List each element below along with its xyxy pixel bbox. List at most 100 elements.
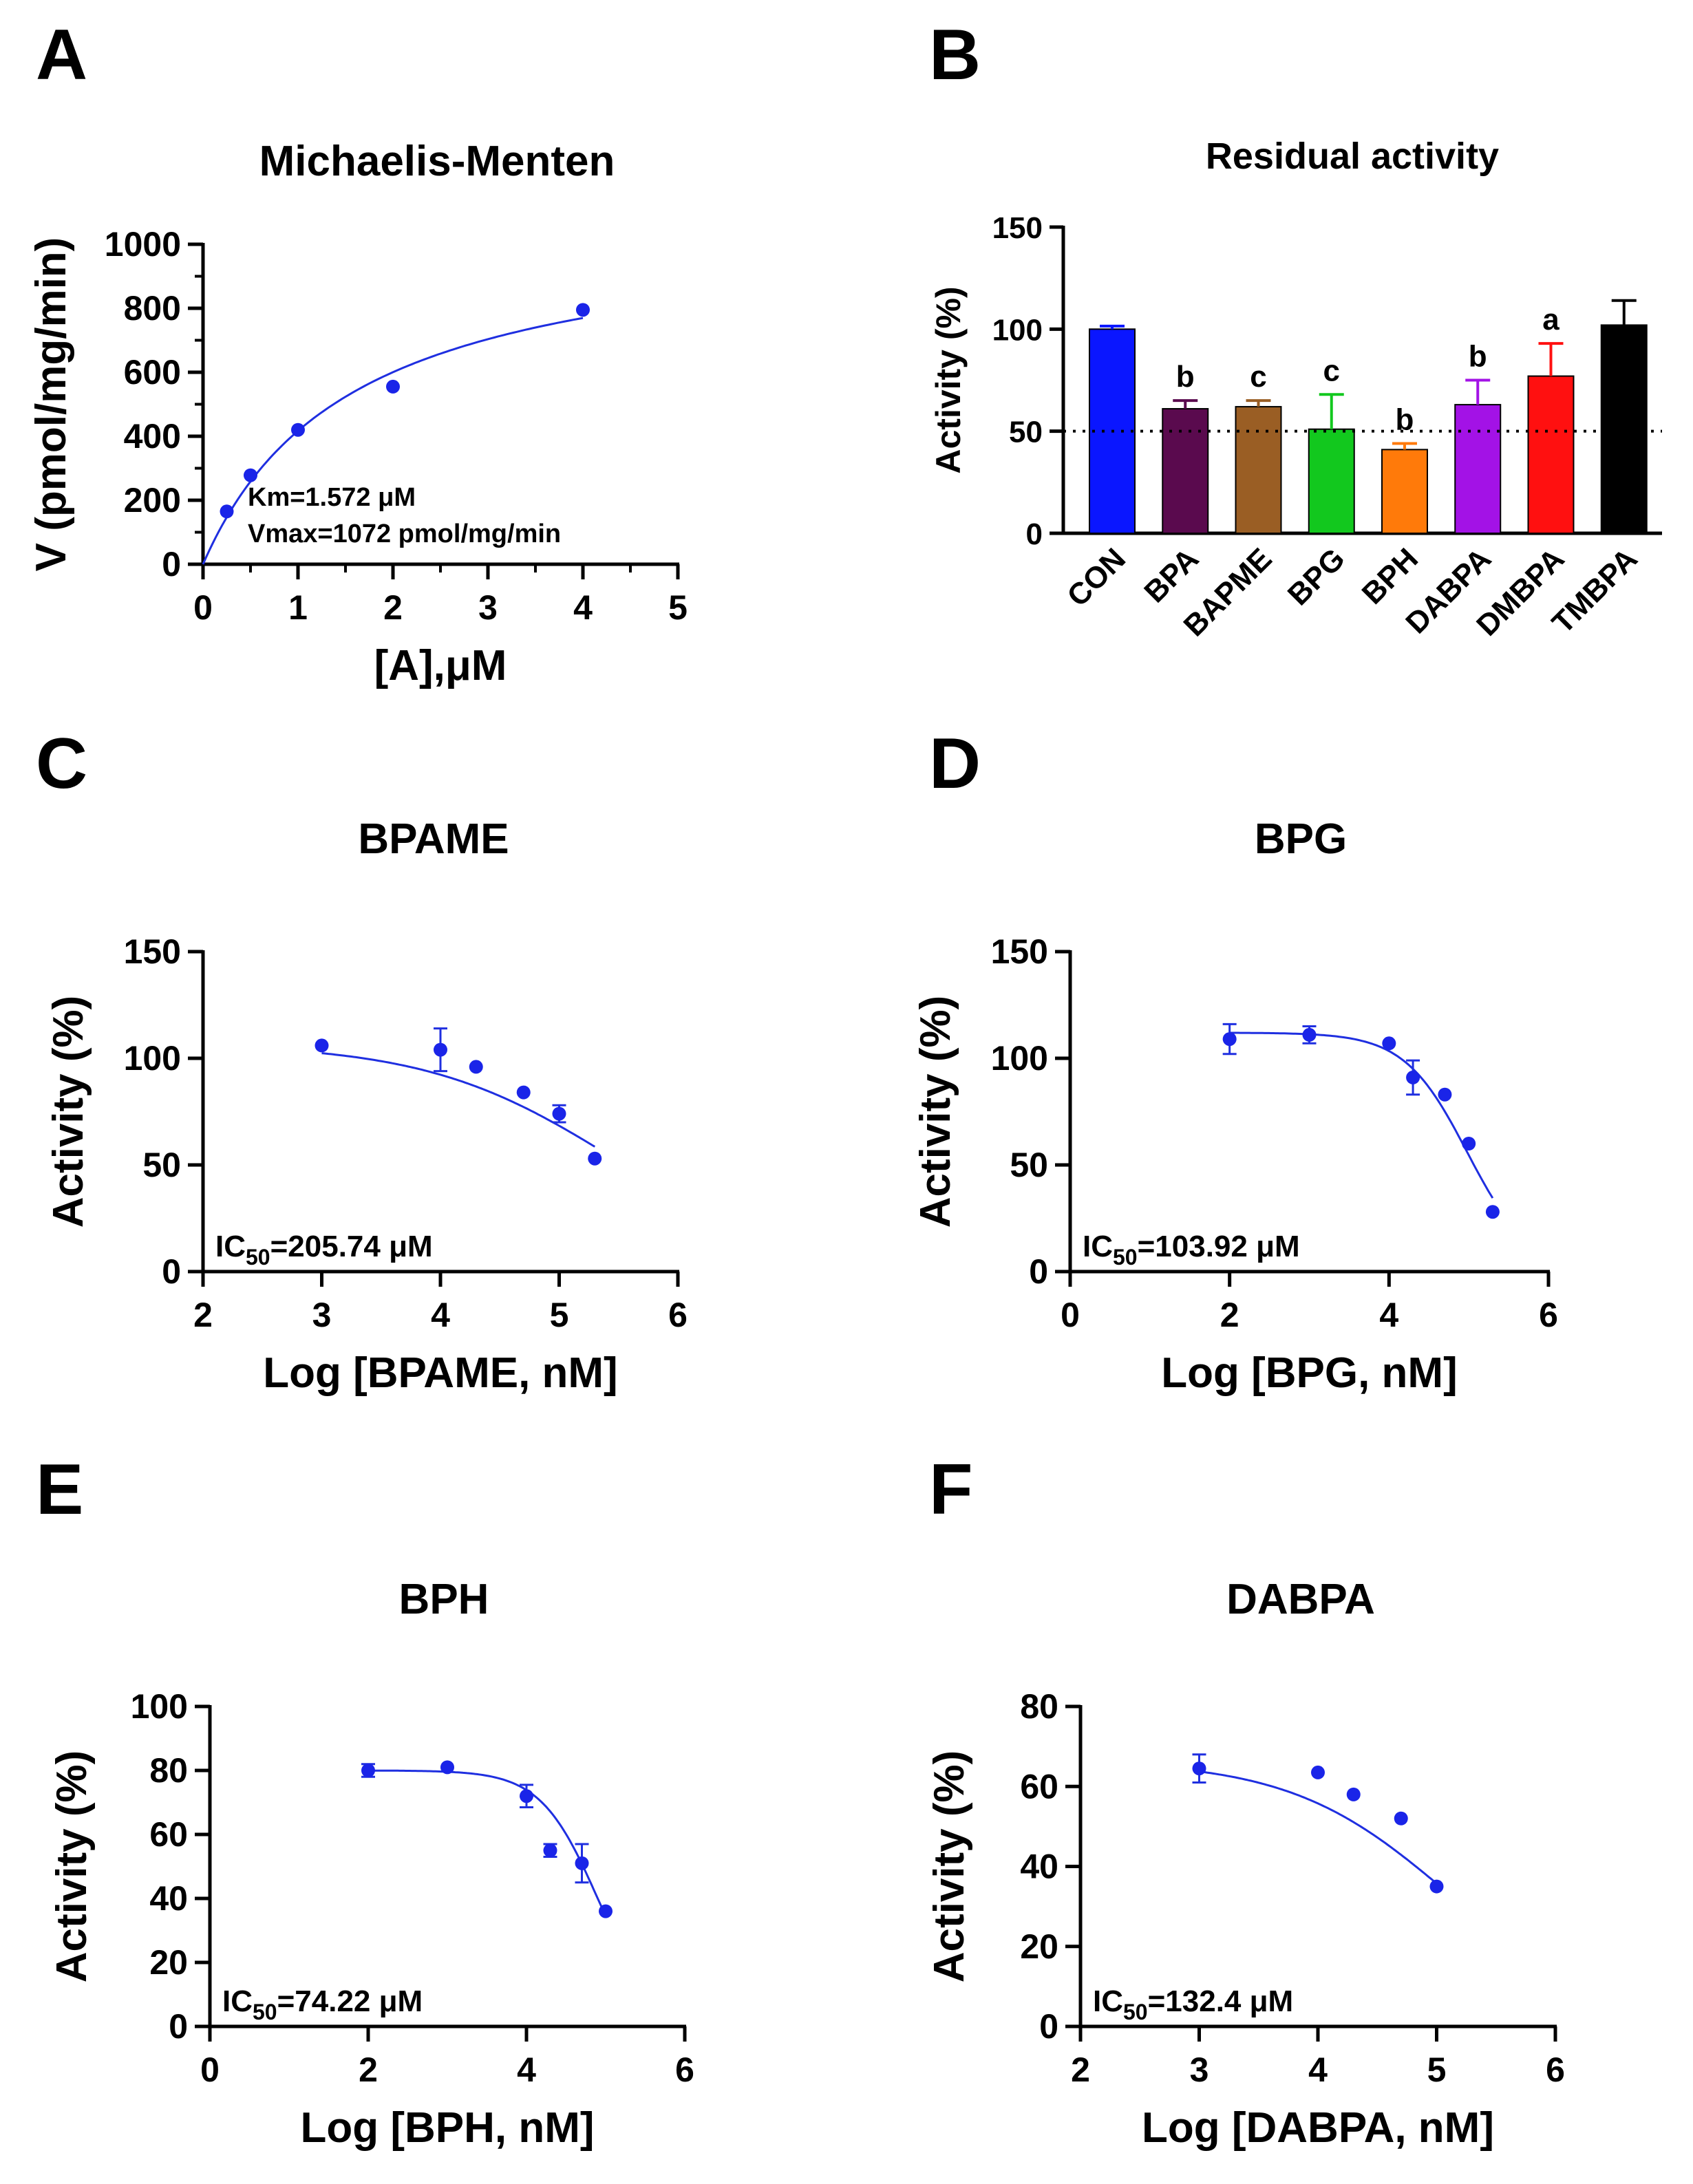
y-tick-label: 40 [1020,1848,1058,1886]
y-axis-label: Activity (%) [929,286,968,473]
x-tick-label: 6 [1546,2051,1565,2089]
x-tick-label: CON [1061,542,1132,613]
data-point [575,1856,589,1870]
y-axis-label: Activity (%) [912,996,959,1228]
y-tick-label: 50 [142,1146,181,1184]
x-tick-label: 3 [1190,2051,1209,2089]
y-tick-label: 150 [992,211,1043,245]
x-tick-label: 2 [1071,2051,1090,2089]
data-point [469,1060,483,1074]
x-tick-label: BPA [1138,542,1205,609]
panel-letter: A [36,15,87,95]
y-tick-label: 20 [149,1943,188,1982]
ic50-subscript: 50 [1113,1245,1138,1270]
x-tick-label: 0 [193,588,213,627]
x-tick-label: 2 [1220,1296,1239,1334]
panel-d: D BPG 0 50 100 150 0 2 4 6 Activity (%) Log [BPG, n… [912,724,1558,1397]
panel-letter: D [929,724,981,804]
fit-curve [1229,1031,1494,1199]
x-tick-label: 0 [200,2051,220,2089]
y-tick-label: 200 [124,481,181,520]
data-point [1222,1032,1237,1047]
ic50-annotation: IC50=132.4 μM [1093,1984,1293,2024]
y-tick-label: 600 [124,353,181,392]
fit-curve [321,1052,596,1148]
x-tick-label: 4 [431,1296,450,1334]
data-point [543,1843,557,1858]
ic50-value: =205.74 μM [270,1230,433,1263]
y-axis-label: Activity (%) [45,996,92,1228]
y-tick-label: 400 [124,417,181,456]
y-tick-label: 800 [124,289,181,328]
panel-letter: C [36,724,87,804]
chart-title: Residual activity [1206,136,1499,177]
chart-title: BPH [399,1576,489,1623]
panel-letter: B [929,15,981,95]
panel-f: F DABPA 0 20 40 60 80 2 3 4 5 6 Activity (%) Log [DAB… [926,1450,1565,2152]
data-point [520,1789,533,1803]
y-axis-label: Activity (%) [926,1751,973,1983]
y-tick-label: 40 [149,1879,188,1918]
x-tick-label: 5 [550,1296,569,1334]
x-tick-label: 6 [668,1296,688,1334]
significance-letter: b [1469,340,1487,374]
y-tick-label: 100 [991,1039,1048,1078]
significance-letter: a [1542,303,1559,336]
ic50-prefix: IC [215,1230,246,1263]
y-tick-label: 0 [162,1252,181,1291]
ic50-subscript: 50 [1123,2000,1148,2024]
y-tick-label: 0 [1026,517,1043,551]
y-tick-label: 80 [1020,1687,1058,1726]
bar-tmbpa [1600,324,1648,534]
chart-title: BPAME [358,815,509,863]
chart-title: DABPA [1226,1576,1375,1623]
bar-bph [1381,449,1428,534]
x-tick-label: 1 [288,588,308,627]
x-axis-label: [A],μM [374,642,507,689]
panel-letter: F [929,1450,973,1530]
data-point [386,379,400,394]
x-tick-label: 6 [1539,1296,1558,1334]
y-tick-label: 50 [1009,416,1043,449]
x-tick-label: 3 [478,588,498,627]
significance-letter: b [1176,360,1195,394]
panel-e: E BPH 0 20 40 60 80 100 0 2 4 6 Activity (%) Log [BPH… [36,1450,694,2152]
x-axis-label: Log [DABPA, nM] [1142,2104,1494,2152]
x-tick-label: 4 [517,2051,536,2089]
bar-bpa [1162,408,1209,534]
ic50-value: =132.4 μM [1148,1984,1294,2018]
bar-dmbpa [1527,375,1575,534]
vmax-annotation: Vmax=1072 pmol/mg/min [248,520,561,548]
data-point [599,1904,613,1918]
bar-bapme [1235,406,1282,534]
y-tick-label: 20 [1020,1927,1058,1966]
y-tick-label: 60 [1020,1767,1058,1806]
x-tick-label: 6 [675,2051,694,2089]
data-point [552,1106,566,1121]
data-point [1462,1137,1476,1150]
y-tick-label: 100 [124,1039,181,1078]
ic50-value: =103.92 μM [1138,1230,1300,1263]
data-point [440,1760,454,1775]
x-tick-label: 2 [193,1296,213,1334]
x-axis-label: Log [BPG, nM] [1161,1349,1457,1397]
x-tick-label: BPG [1281,542,1352,612]
x-tick-label: 0 [1061,1296,1080,1334]
y-tick-label: 0 [1039,2007,1058,2046]
data-point [315,1038,329,1053]
ic50-annotation: IC50=103.92 μM [1083,1230,1300,1270]
data-point [516,1085,531,1100]
ic50-annotation: IC50=205.74 μM [215,1230,433,1270]
x-axis-label: Log [BPH, nM] [300,2104,594,2152]
y-tick-label: 0 [1029,1252,1048,1291]
data-point [1192,1762,1206,1776]
data-point [1485,1205,1500,1219]
data-point [1429,1879,1444,1894]
significance-letter: c [1323,354,1340,387]
data-point [291,422,305,437]
chart-title: BPG [1255,815,1347,863]
x-tick-label: 5 [668,588,688,627]
y-tick-label: 1000 [105,225,181,264]
data-point [1311,1765,1325,1779]
